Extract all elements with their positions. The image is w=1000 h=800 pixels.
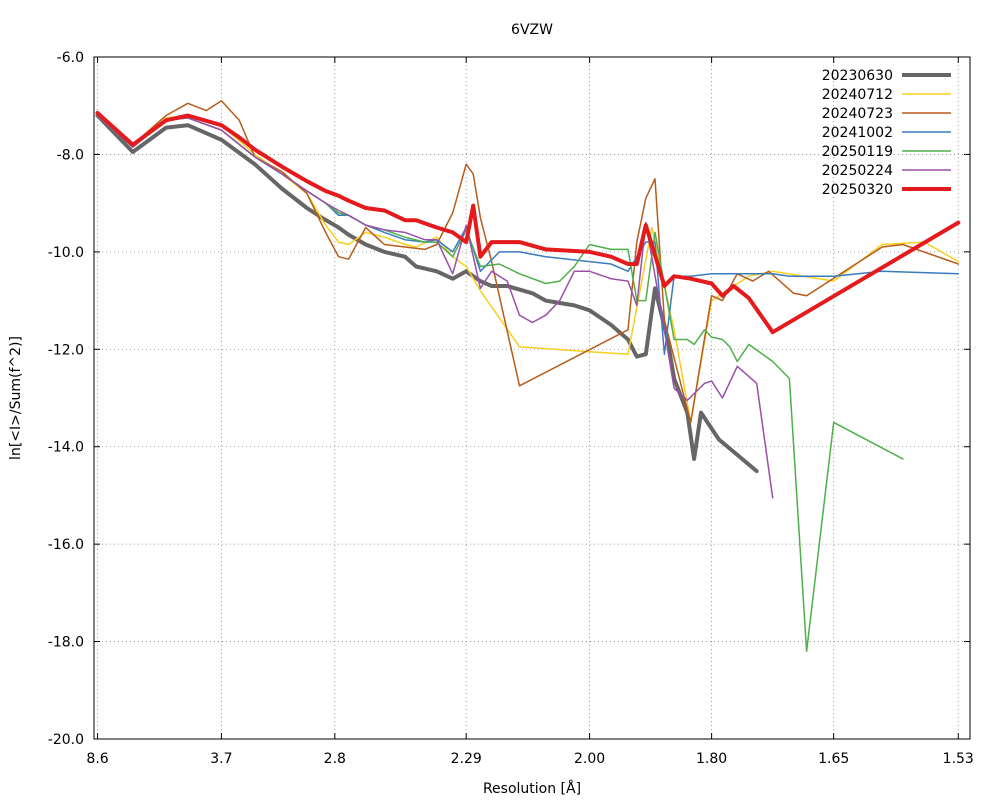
series-line-20240712 <box>96 114 960 424</box>
legend-label: 20250320 <box>822 182 893 198</box>
x-tick-label: 3.7 <box>210 751 232 767</box>
y-axis-title: ln[<I>/Sum(f^2)] <box>8 336 24 460</box>
x-tick-label: 1.53 <box>943 751 974 767</box>
legend-label: 20240723 <box>822 106 893 122</box>
series-line-20250224 <box>96 114 774 499</box>
x-tick-label: 1.65 <box>818 751 849 767</box>
x-tick-label: 2.29 <box>451 751 482 767</box>
x-tick-label: 1.80 <box>696 751 727 767</box>
legend-label: 20250119 <box>822 144 893 160</box>
legend-label: 20241002 <box>822 125 893 141</box>
series-line-20250119 <box>96 114 904 653</box>
series-line-20240723 <box>96 100 960 424</box>
x-tick-label: 8.6 <box>86 751 108 767</box>
legend-label: 20240712 <box>822 87 893 103</box>
y-tick-label: -10.0 <box>48 245 84 261</box>
y-tick-label: -16.0 <box>48 537 84 553</box>
series-lines <box>95 100 961 653</box>
y-tick-label: -18.0 <box>48 635 84 651</box>
y-tick-label: -8.0 <box>57 147 84 163</box>
legend: 20230630 20240712 20240723 20241002 20250119… <box>822 68 951 198</box>
chart-title: 6VZW <box>511 22 553 38</box>
y-tick-label: -6.0 <box>57 50 84 66</box>
x-axis-title: Resolution [Å] <box>483 780 581 797</box>
y-tick-label: -20.0 <box>48 732 84 748</box>
y-tick-label: -14.0 <box>48 440 84 456</box>
plot-frame <box>93 56 971 740</box>
series-line-20230630 <box>95 113 759 474</box>
axis-ticks: 8.6 3.7 2.8 2.29 2.00 1.80 1.65 1.53 -6.0 -8.0 -10… <box>48 50 974 767</box>
legend-label: 20250224 <box>822 163 893 179</box>
y-tick-label: -12.0 <box>48 342 84 358</box>
x-tick-label: 2.8 <box>324 751 346 767</box>
series-line-20250320 <box>95 111 961 335</box>
x-tick-label: 2.00 <box>574 751 605 767</box>
legend-label: 20230630 <box>822 68 893 84</box>
grid-lines <box>94 56 970 740</box>
